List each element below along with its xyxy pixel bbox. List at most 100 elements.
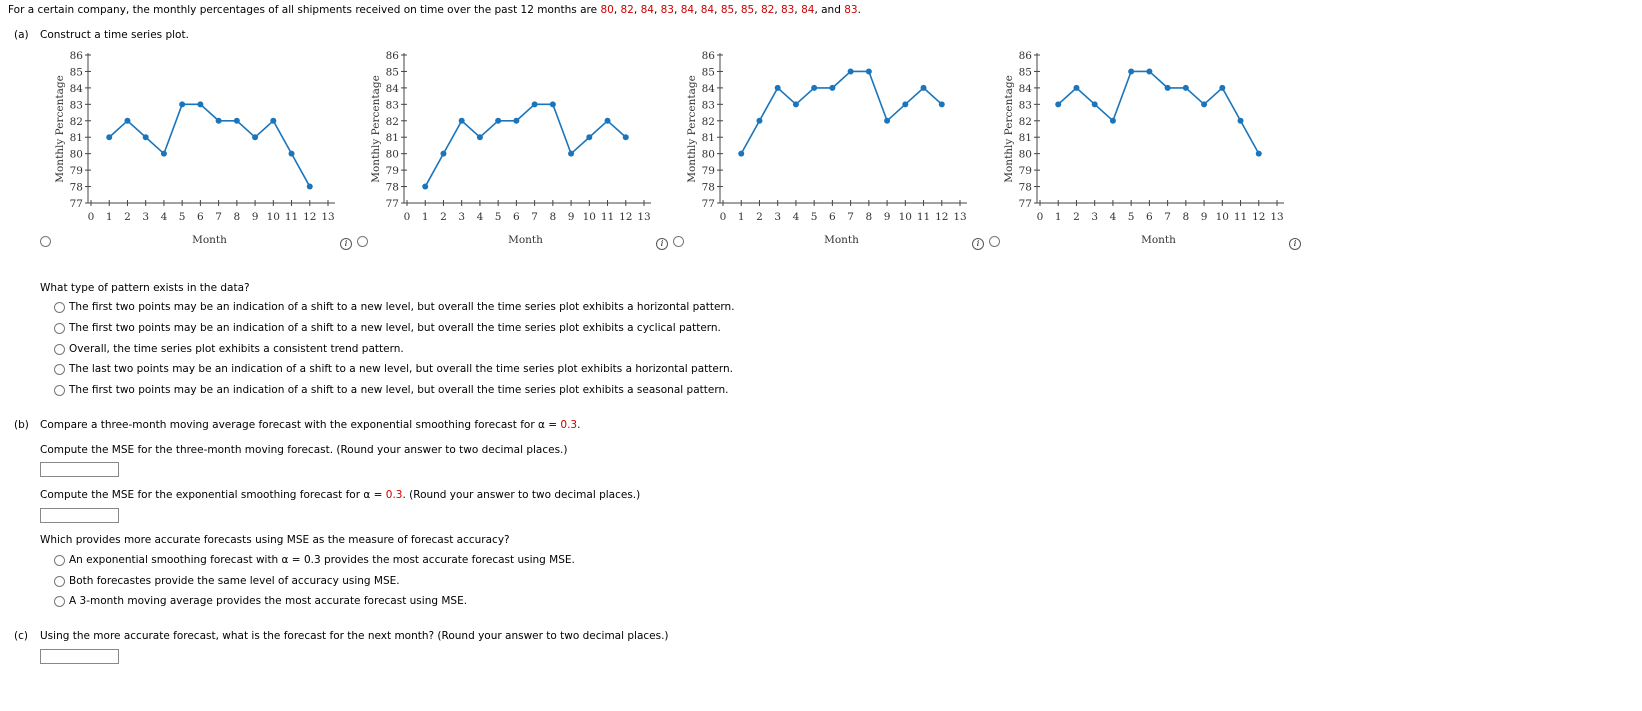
radio[interactable] — [54, 322, 65, 334]
y-tick-label: 82 — [702, 116, 715, 128]
info-icon[interactable]: i — [1289, 238, 1301, 250]
x-tick-label: 9 — [1201, 211, 1208, 223]
radio[interactable] — [40, 236, 51, 247]
answer-input[interactable] — [40, 462, 119, 477]
intro-separator: , — [653, 4, 661, 16]
x-tick-label: 10 — [899, 211, 912, 223]
data-point — [124, 117, 131, 124]
y-tick-label: 77 — [386, 198, 399, 210]
intro-end: . — [857, 4, 861, 16]
y-tick-label: 84 — [1019, 83, 1033, 95]
data-point — [568, 150, 575, 157]
radio[interactable] — [54, 364, 65, 376]
radio[interactable] — [54, 575, 65, 587]
radio[interactable] — [357, 236, 368, 247]
series-line — [740, 70, 943, 155]
data-point — [1201, 101, 1208, 108]
y-tick-label: 84 — [70, 83, 84, 95]
series-line — [108, 103, 311, 187]
y-tick-label: 86 — [386, 50, 400, 62]
answer-input[interactable] — [40, 508, 119, 523]
data-point — [1128, 68, 1135, 75]
info-icon[interactable]: i — [656, 238, 668, 250]
data-point — [549, 101, 556, 108]
x-tick-label: 5 — [811, 211, 818, 223]
y-tick-label: 79 — [1019, 165, 1032, 177]
part-label: (a) — [14, 29, 29, 41]
y-tick-label: 78 — [702, 182, 715, 194]
intro-value: 84 — [801, 4, 815, 16]
radio[interactable] — [54, 555, 65, 566]
x-axis-label: Month — [824, 234, 859, 246]
intro-separator: , — [794, 4, 802, 16]
y-tick-label: 77 — [1019, 198, 1032, 210]
data-point — [270, 117, 277, 124]
data-point — [902, 101, 909, 108]
radio[interactable] — [54, 343, 65, 355]
radio[interactable] — [54, 302, 65, 313]
intro-value: 84 — [640, 4, 654, 16]
x-tick-label: 1 — [106, 211, 113, 223]
question: Compute the MSE for the three-month movi… — [40, 444, 568, 456]
y-tick-label: 85 — [386, 66, 399, 78]
x-tick-label: 10 — [583, 211, 596, 223]
data-point — [1219, 84, 1226, 91]
info-icon[interactable]: i — [972, 238, 984, 250]
x-tick-label: 6 — [829, 211, 836, 223]
question: Which provides more accurate forecasts u… — [40, 534, 510, 546]
x-tick-label: 4 — [477, 211, 484, 223]
intro-value: 85 — [720, 4, 735, 16]
intro-separator: , — [694, 4, 701, 16]
data-point — [1109, 117, 1116, 124]
radio[interactable] — [673, 236, 684, 247]
y-tick-label: 81 — [702, 132, 715, 144]
y-tick-label: 78 — [70, 182, 83, 194]
prompt: Compare a three-month moving average for… — [40, 418, 580, 432]
x-tick-label: 8 — [550, 211, 557, 223]
info-icon[interactable]: i — [340, 238, 352, 250]
option-label: An exponential smoothing forecast with α… — [69, 554, 575, 566]
x-tick-label: 5 — [179, 211, 186, 223]
x-tick-label: 11 — [1234, 211, 1247, 223]
data-point — [865, 68, 872, 75]
x-tick-label: 6 — [197, 211, 204, 223]
data-point — [1182, 84, 1189, 91]
radio[interactable] — [54, 596, 65, 607]
radio[interactable] — [989, 236, 1000, 247]
option-label: A 3-month moving average provides the mo… — [69, 595, 468, 607]
prompt: Using the more accurate forecast, what i… — [40, 630, 669, 642]
intro-separator: , — [613, 4, 621, 16]
question: Compute the MSE for the exponential smoo… — [40, 488, 640, 502]
data-point — [160, 150, 167, 157]
x-axis-label: Month — [1141, 234, 1176, 246]
y-tick-label: 86 — [1019, 50, 1033, 62]
x-tick-label: 11 — [917, 211, 930, 223]
intro: For a certain company, the monthly perce… — [8, 3, 861, 17]
radio[interactable] — [54, 385, 65, 397]
intro-separator: , — [674, 4, 681, 16]
data-point — [938, 101, 945, 108]
y-tick-label: 80 — [70, 149, 83, 161]
intro-value: 82 — [760, 4, 775, 16]
data-point — [288, 150, 295, 157]
x-tick-label: 12 — [619, 211, 632, 223]
answer-input[interactable] — [40, 649, 119, 664]
x-tick-label: 4 — [1110, 211, 1117, 223]
option-label: Overall, the time series plot exhibits a… — [69, 342, 404, 355]
x-tick-label: 10 — [267, 211, 280, 223]
x-tick-label: 8 — [866, 211, 873, 223]
x-tick-label: 1 — [1055, 211, 1062, 223]
data-point — [476, 134, 483, 141]
data-point — [1237, 117, 1244, 124]
y-tick-label: 79 — [70, 165, 83, 177]
x-tick-label: 12 — [935, 211, 948, 223]
prompt-text: Compare a three-month moving average for… — [40, 419, 561, 431]
x-tick-label: 3 — [142, 211, 149, 223]
option-label: The last two points may be an indication… — [69, 363, 733, 376]
x-tick-label: 13 — [321, 211, 334, 223]
data-point — [422, 183, 429, 190]
